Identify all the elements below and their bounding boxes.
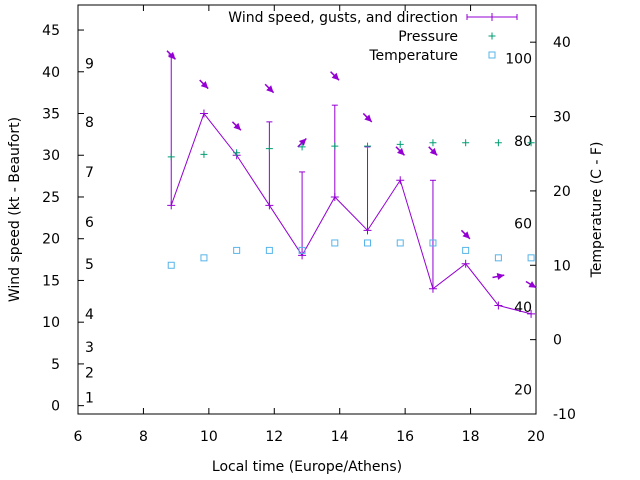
- wind-direction-arrowhead: [364, 114, 372, 122]
- pressure-point: [298, 143, 306, 151]
- x-tick-label: 18: [462, 429, 480, 445]
- wind-point: [396, 176, 405, 185]
- wind-point: [527, 309, 536, 318]
- beaufort-label: 2: [85, 365, 94, 381]
- fahrenheit-label: 20: [514, 382, 532, 398]
- y-left-tick-label: 10: [42, 315, 60, 331]
- temperature-point: [233, 246, 241, 254]
- pressure-point: [429, 139, 437, 147]
- beaufort-label: 8: [85, 115, 94, 131]
- wind-speed-line: [170, 112, 532, 315]
- x-axis-label: Local time (Europe/Athens): [212, 459, 402, 475]
- y-left-tick-label: 30: [42, 148, 60, 164]
- wind-direction-arrowhead: [528, 281, 537, 288]
- beaufort-label: 5: [85, 257, 94, 273]
- x-tick-label: 12: [265, 429, 283, 445]
- y-right-tick-label: 10: [553, 258, 571, 274]
- wind-point: [494, 301, 503, 310]
- beaufort-label: 6: [85, 215, 94, 231]
- wind-point: [298, 251, 307, 260]
- wind-point: [167, 201, 176, 210]
- wind-direction-arrowhead: [462, 231, 470, 239]
- y-left-tick-label: 5: [51, 357, 60, 373]
- y-left-tick-label: 25: [42, 190, 60, 206]
- x-tick-label: 8: [139, 429, 148, 445]
- temperature-point: [298, 246, 306, 254]
- wind-direction-arrowhead: [397, 147, 405, 156]
- y-right-tick-label: 20: [553, 184, 571, 200]
- legend-swatch-wind-caps: [466, 13, 518, 21]
- legend-label-wind: Wind speed, gusts, and direction: [228, 10, 458, 26]
- x-tick-label: 14: [331, 429, 349, 445]
- y-left-tick-label: 15: [42, 273, 60, 289]
- fahrenheit-label: 80: [514, 134, 532, 150]
- y-left-tick-label: 0: [51, 399, 60, 415]
- temperature-point: [200, 254, 208, 262]
- temperature-point: [494, 254, 502, 262]
- wind-direction-arrowhead: [233, 122, 241, 131]
- pressure-point: [364, 142, 372, 150]
- pressure-point: [527, 139, 535, 147]
- temperature-point: [364, 239, 372, 247]
- y-left-tick-label: 20: [42, 232, 60, 248]
- wind-direction-arrowhead: [168, 51, 176, 60]
- pressure-point: [167, 153, 175, 161]
- x-tick-label: 20: [527, 429, 545, 445]
- wind-point: [199, 109, 208, 118]
- wind-point: [461, 259, 470, 268]
- temperature-point: [429, 239, 437, 247]
- pressure-point: [462, 139, 470, 147]
- pressure-point: [331, 142, 339, 150]
- temperature-point: [527, 254, 535, 262]
- wind-direction-arrowhead: [298, 138, 307, 146]
- temperature-point: [265, 246, 273, 254]
- temperature-point: [167, 261, 175, 269]
- pressure-point: [233, 149, 241, 157]
- plot-frame: [77, 4, 537, 415]
- temperature-point: [396, 239, 404, 247]
- x-tick-label: 6: [74, 429, 83, 445]
- temperature-point: [462, 246, 470, 254]
- beaufort-label: 7: [85, 165, 94, 181]
- beaufort-label: 4: [85, 307, 94, 323]
- wind-direction-arrowhead: [266, 85, 274, 93]
- pressure-point: [396, 140, 404, 148]
- y-right-tick-label: 30: [553, 110, 571, 126]
- legend-label-pressure: Pressure: [398, 29, 458, 45]
- beaufort-label: 1: [85, 390, 94, 406]
- y-left-tick-label: 40: [42, 65, 60, 81]
- wind-point: [428, 284, 437, 293]
- fahrenheit-label: 40: [514, 300, 532, 316]
- wind-direction-arrowhead: [331, 72, 340, 81]
- y-right-axis-label: Temperature (C - F): [589, 142, 605, 279]
- temperature-point: [331, 239, 339, 247]
- y-left-axis-label: Wind speed (kt - Beaufort): [7, 117, 23, 302]
- wind-point: [265, 201, 274, 210]
- pressure-point: [200, 150, 208, 158]
- beaufort-label: 9: [85, 56, 94, 72]
- fahrenheit-label: 100: [505, 52, 532, 68]
- x-tick-label: 16: [396, 429, 414, 445]
- pressure-point: [265, 145, 273, 153]
- fahrenheit-label: 60: [514, 217, 532, 233]
- beaufort-label: 3: [85, 340, 94, 356]
- pressure-point: [494, 139, 502, 147]
- y-left-tick-label: 35: [42, 107, 60, 123]
- wind-direction-arrowhead: [496, 273, 505, 280]
- legend-swatch-pressure: [488, 32, 496, 40]
- wind-direction-arrowhead: [200, 81, 209, 89]
- wind-point: [363, 226, 372, 235]
- y-right-tick-label: 0: [553, 333, 562, 349]
- y-left-tick-label: 45: [42, 23, 60, 39]
- y-right-tick-label: -10: [553, 407, 576, 423]
- legend-label-temperature: Temperature: [368, 48, 458, 64]
- legend-swatch-temperature: [488, 51, 496, 59]
- wind-direction-arrowhead: [429, 147, 438, 156]
- y-right-tick-label: 40: [553, 35, 571, 51]
- wind-point: [330, 192, 339, 201]
- x-tick-label: 10: [200, 429, 218, 445]
